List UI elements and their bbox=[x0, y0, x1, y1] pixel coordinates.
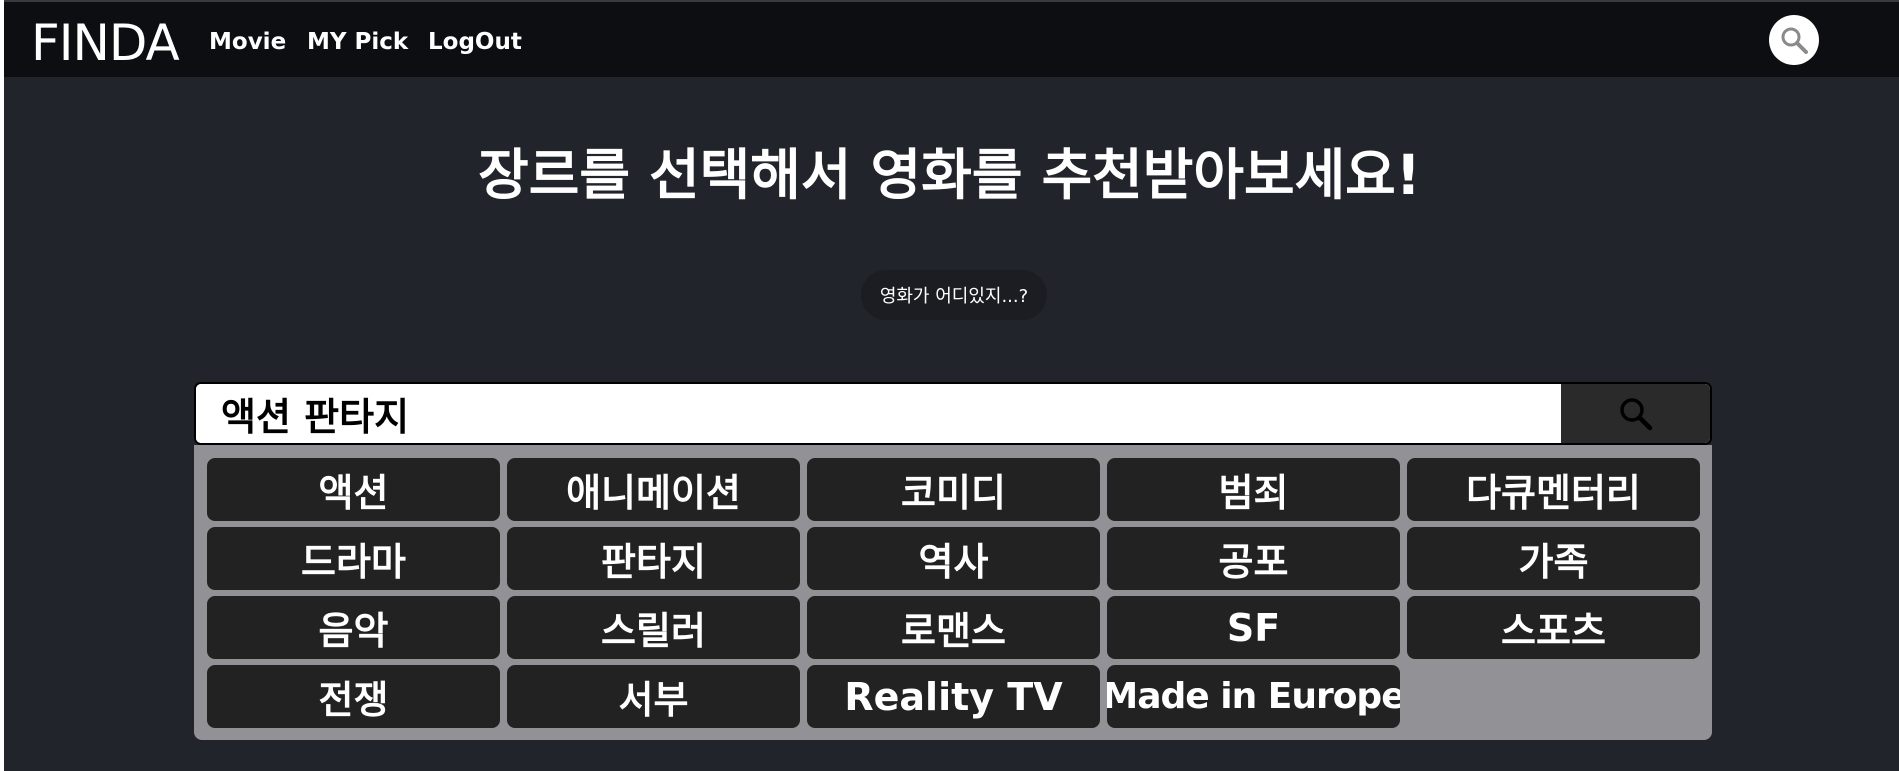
genre-button-comedy[interactable]: 코미디 bbox=[807, 458, 1100, 521]
genre-button-romance[interactable]: 로맨스 bbox=[807, 596, 1100, 659]
nav-link-movie[interactable]: Movie bbox=[209, 29, 287, 55]
genre-button-sf[interactable]: SF bbox=[1107, 596, 1400, 659]
brand-logo[interactable]: FINDA bbox=[31, 14, 180, 72]
genre-button-war[interactable]: 전쟁 bbox=[207, 665, 500, 728]
genre-search-input[interactable] bbox=[196, 384, 1561, 443]
genre-button-action[interactable]: 액션 bbox=[207, 458, 500, 521]
nav-link-my-pick[interactable]: MY Pick bbox=[307, 29, 409, 55]
genre-button-music[interactable]: 음악 bbox=[207, 596, 500, 659]
genre-button-thriller[interactable]: 스릴러 bbox=[507, 596, 800, 659]
genre-button-animation[interactable]: 애니메이션 bbox=[507, 458, 800, 521]
genre-button-fantasy[interactable]: 판타지 bbox=[507, 527, 800, 590]
search-icon bbox=[1781, 27, 1808, 54]
genre-button-history[interactable]: 역사 bbox=[807, 527, 1100, 590]
genre-button-sports[interactable]: 스포츠 bbox=[1407, 596, 1700, 659]
genre-button-horror[interactable]: 공포 bbox=[1107, 527, 1400, 590]
genre-button-western[interactable]: 서부 bbox=[507, 665, 800, 728]
genre-button-drama[interactable]: 드라마 bbox=[207, 527, 500, 590]
top-navbar: FINDA Movie MY Pick LogOut bbox=[4, 0, 1899, 77]
genre-button-made-in-europe[interactable]: Made in Europe bbox=[1107, 665, 1400, 728]
window-edge bbox=[0, 0, 4, 771]
nav-search-button[interactable] bbox=[1769, 15, 1819, 65]
genre-search-bar bbox=[194, 382, 1712, 445]
search-icon bbox=[1619, 397, 1652, 430]
genre-panel: 액션 애니메이션 코미디 범죄 다큐멘터리 드라마 판타지 역사 공포 가족 음… bbox=[194, 445, 1712, 740]
nav-link-logout[interactable]: LogOut bbox=[428, 29, 522, 55]
genre-button-reality-tv[interactable]: Reality TV bbox=[807, 665, 1100, 728]
hint-bubble: 영화가 어디있지...? bbox=[861, 270, 1047, 320]
genre-button-crime[interactable]: 범죄 bbox=[1107, 458, 1400, 521]
genre-grid: 액션 애니메이션 코미디 범죄 다큐멘터리 드라마 판타지 역사 공포 가족 음… bbox=[207, 458, 1700, 728]
page-headline: 장르를 선택해서 영화를 추천받아보세요! bbox=[478, 143, 1421, 207]
genre-button-documentary[interactable]: 다큐멘터리 bbox=[1407, 458, 1700, 521]
genre-button-family[interactable]: 가족 bbox=[1407, 527, 1700, 590]
genre-search-button[interactable] bbox=[1561, 384, 1710, 443]
